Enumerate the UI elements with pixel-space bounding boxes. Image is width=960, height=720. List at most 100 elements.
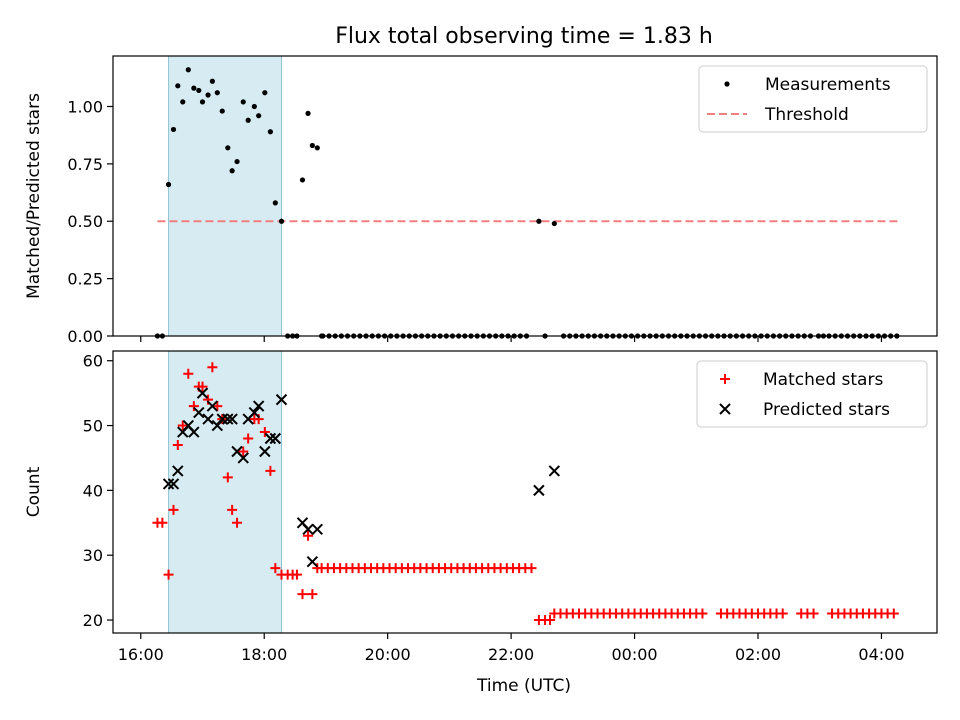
- data-point: [303, 530, 314, 541]
- data-point: [272, 200, 278, 206]
- data-point: [225, 145, 231, 151]
- y-tick-label: 30: [83, 546, 103, 565]
- data-point: [299, 177, 306, 183]
- x-tick-label: 02:00: [735, 645, 781, 664]
- data-point: [267, 129, 273, 135]
- legend-swatch: [720, 374, 730, 384]
- data-point: [536, 218, 542, 224]
- axes-frame: [112, 55, 938, 337]
- data-point: [314, 145, 320, 151]
- data-point: [259, 427, 270, 438]
- x-axis-label: Time (UTC): [476, 676, 571, 696]
- data-point: [165, 181, 172, 188]
- data-point: [183, 368, 194, 379]
- data-point: [262, 90, 268, 96]
- data-point: [229, 168, 235, 174]
- y-tick-label: 0.75: [67, 155, 103, 174]
- data-point: [270, 563, 281, 574]
- legend-box: [696, 360, 928, 428]
- legend-label: Measurements: [765, 75, 891, 95]
- data-point: [551, 220, 557, 227]
- data-point: [275, 393, 288, 406]
- x-tick-label: 04:00: [858, 645, 904, 664]
- data-point: [191, 85, 197, 91]
- observing-span: [168, 55, 283, 337]
- data-point: [264, 432, 277, 445]
- data-point: [311, 523, 324, 535]
- data-point: [234, 158, 240, 165]
- data-point: [222, 413, 234, 425]
- data-point: [226, 413, 238, 425]
- legend-label: Matched stars: [763, 370, 883, 390]
- legend: Measurements Threshold: [698, 65, 928, 133]
- data-point: [170, 126, 177, 133]
- data-point: [196, 387, 209, 399]
- y-axis-label: Matched/Predicted stars: [24, 93, 44, 299]
- data-point: [206, 400, 219, 412]
- data-point: [232, 517, 243, 528]
- data-point: [305, 110, 311, 116]
- data-point: [188, 426, 200, 438]
- data-point: [202, 413, 214, 425]
- data-point: [888, 608, 899, 619]
- data-point: [214, 90, 220, 96]
- data-point: [212, 401, 223, 412]
- data-point: [240, 99, 246, 105]
- legend-swatch: [724, 81, 730, 87]
- y-tick-label: 20: [83, 611, 103, 630]
- data-point: [157, 517, 168, 528]
- data-point: [251, 103, 257, 110]
- data-point: [297, 589, 308, 600]
- x-tick-label: 18:00: [241, 645, 287, 664]
- data-point: [533, 484, 545, 497]
- y-tick-label: 1.00: [67, 97, 103, 116]
- data-point: [168, 504, 179, 515]
- data-point: [697, 608, 708, 619]
- data-point: [172, 465, 184, 477]
- data-point: [291, 569, 302, 580]
- count-panel: 20 30 40 50 60 16:00 18:00 20:00 22:00 00:00 02:00…: [24, 350, 938, 664]
- data-point: [265, 465, 276, 476]
- data-point: [227, 504, 238, 515]
- data-point: [245, 117, 251, 123]
- legend: Matched stars Predicted stars: [696, 360, 928, 428]
- data-point: [205, 92, 211, 98]
- data-point: [175, 83, 181, 89]
- data-point: [207, 362, 218, 373]
- data-point: [167, 478, 180, 490]
- y-tick-label: 40: [83, 481, 103, 500]
- data-point: [185, 67, 191, 73]
- data-point: [193, 406, 205, 419]
- y-axis-label: Count: [24, 466, 44, 517]
- data-point: [188, 401, 199, 412]
- legend-label: Predicted stars: [763, 400, 890, 420]
- data-point: [526, 563, 537, 574]
- y-tick-label: 50: [83, 417, 103, 436]
- data-point: [256, 113, 262, 119]
- data-point: [302, 523, 314, 535]
- y-tick-label: 0.00: [67, 327, 103, 346]
- x-tick-label: 22:00: [488, 645, 534, 664]
- axes-frame: [112, 350, 938, 634]
- data-point: [259, 445, 271, 458]
- data-point: [309, 142, 315, 149]
- data-point: [163, 569, 174, 580]
- chart-title: Flux total observing time = 1.83 h: [335, 24, 713, 49]
- x-tick-label: 16:00: [118, 645, 164, 664]
- ratio-panel: 0.00 0.25 0.50 0.75 1.00 Matched/Predicted st…: [24, 55, 938, 346]
- legend-swatch: [719, 403, 731, 415]
- data-point: [222, 472, 233, 483]
- data-point: [177, 420, 188, 431]
- data-point: [808, 608, 819, 619]
- legend-box: [698, 65, 928, 133]
- data-point: [278, 218, 285, 224]
- data-point: [252, 400, 265, 412]
- data-point: [237, 452, 249, 464]
- data-point: [238, 446, 249, 457]
- data-point: [196, 87, 202, 94]
- data-point: [211, 419, 224, 432]
- x-tick-label: 00:00: [612, 645, 658, 664]
- data-point: [548, 465, 561, 477]
- observing-span: [168, 350, 283, 634]
